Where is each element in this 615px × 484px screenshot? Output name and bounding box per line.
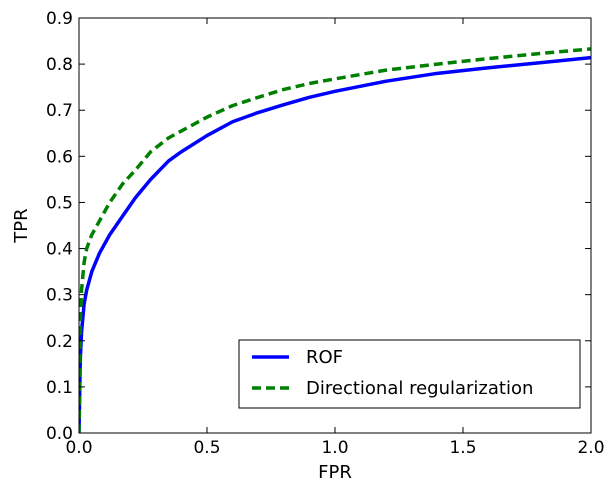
y-axis-label: TPR	[11, 208, 32, 243]
x-tick-label: 1.5	[449, 438, 476, 458]
legend-label-directional: Directional regularization	[306, 378, 533, 399]
y-tick-label: 0.1	[46, 378, 73, 398]
x-tick-label: 0.0	[65, 438, 92, 458]
y-tick-label: 0.5	[46, 193, 73, 213]
y-tick-label: 0.0	[46, 424, 73, 444]
legend-label-rof: ROF	[306, 347, 343, 368]
y-tick-label: 0.4	[46, 240, 73, 260]
y-tick-label: 0.3	[46, 286, 73, 306]
legend-box	[238, 339, 581, 409]
series-line-directional	[79, 47, 591, 433]
y-tick-label: 0.9	[46, 9, 73, 29]
y-tick-label: 0.6	[46, 147, 73, 167]
x-tick-label: 0.5	[193, 438, 220, 458]
y-tick-label: 0.8	[46, 55, 73, 75]
y-tick-label: 0.2	[46, 332, 73, 352]
x-tick-label: 2.0	[577, 438, 604, 458]
legend: ROF Directional regularization	[238, 339, 581, 409]
x-tick-label: 1.0	[321, 438, 348, 458]
ticks-layer: 0.0 0.5 1.0 1.5 2.0 0.0 0.1 0.2 0.3 0.4 0.5 0.6 0.7 0…	[46, 9, 605, 458]
y-tick-label: 0.7	[46, 101, 73, 121]
x-axis-label: FPR	[318, 462, 352, 483]
series-line-rof	[79, 55, 591, 433]
series-layer	[79, 47, 591, 433]
